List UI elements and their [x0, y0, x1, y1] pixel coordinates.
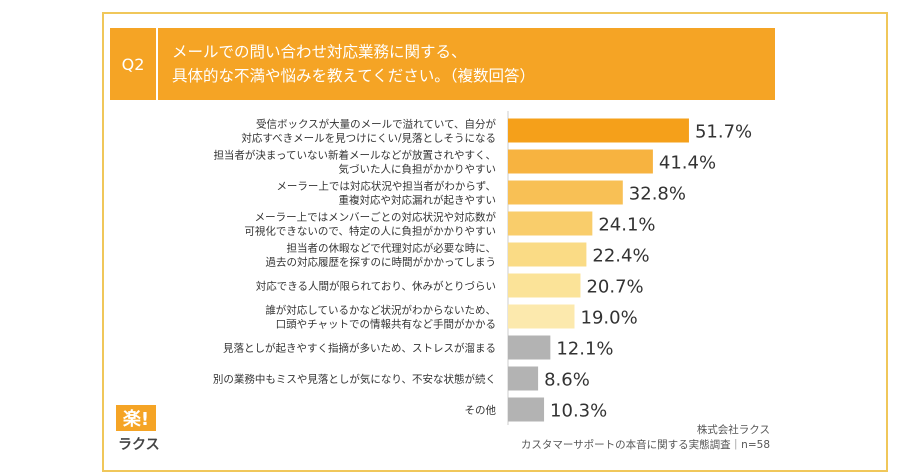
bar-4 [508, 211, 593, 236]
value-label-9: 8.6% [544, 370, 590, 391]
bar-6 [508, 273, 581, 298]
header-divider [156, 28, 158, 100]
question-title-line-1: メールでの問い合わせ対応業務に関する、 [172, 43, 467, 61]
category-label-3-line-1: メーラー上では対応状況や担当者がわからず、 [276, 180, 496, 193]
category-label-10-line-1: その他 [465, 404, 497, 417]
value-label-4: 24.1% [598, 215, 655, 236]
bar-10 [508, 397, 545, 422]
question-header: Q2 メールでの問い合わせ対応業務に関する、 具体的な不満や悩みを教えてください… [110, 28, 775, 100]
bar-1 [508, 118, 689, 143]
question-title-line-2: 具体的な不満や悩みを教えてください。（複数回答） [172, 67, 536, 85]
value-label-8: 12.1% [556, 339, 613, 360]
category-label-9-line-1: 別の業務中もミスや見落としが気になり、不安な状態が続く [213, 373, 496, 386]
category-label-1-line-2: 対応すべきメールを見つけにくい/見落としそうになる [241, 132, 496, 145]
value-label-3: 32.8% [629, 184, 686, 205]
category-label-7-line-2: 口頭やチャットでの情報共有など手間がかかる [276, 318, 496, 331]
category-label-4-line-1: メーラー上ではメンバーごとの対応状況や対応数が [255, 211, 497, 224]
value-label-6: 20.7% [586, 277, 643, 298]
source-note: 株式会社ラクス カスタマーサポートの本音に関する実態調査｜n=58 [521, 423, 770, 453]
question-label: Q2 [121, 54, 145, 74]
category-label-2-line-1: 担当者が決まっていない新着メールなどが放置されやすく、 [213, 149, 496, 162]
logo-name: ラクス [118, 437, 160, 453]
category-label-1-line-1: 受信ボックスが大量のメールで溢れていて、自分が [256, 118, 497, 131]
category-label-2-line-2: 気づいた人に負担がかかりやすい [339, 163, 497, 176]
value-label-7: 19.0% [581, 308, 638, 329]
chart-frame [102, 12, 888, 472]
value-label-1: 51.7% [695, 122, 752, 143]
bar-3 [508, 180, 623, 205]
value-label-2: 41.4% [659, 153, 716, 174]
rakus-logo: 楽! ラクス [116, 405, 166, 455]
bar-5 [508, 242, 587, 267]
value-label-5: 22.4% [592, 246, 649, 267]
category-label-5-line-2: 過去の対応履歴を探すのに時間がかかってしまう [266, 256, 496, 269]
category-label-6-line-1: 対応できる人間が限られており、休みがとりづらい [256, 280, 496, 293]
bar-7 [508, 304, 575, 329]
logo-mark: 楽! [116, 405, 156, 431]
category-label-7-line-1: 誰が対応しているかなど状況がわからないため、 [265, 304, 496, 317]
question-title: メールでの問い合わせ対応業務に関する、 具体的な不満や悩みを教えてください。（複… [172, 40, 535, 88]
value-label-10: 10.3% [550, 401, 607, 422]
category-label-5-line-1: 担当者の休暇などで代理対応が必要な時に、 [287, 242, 496, 255]
category-label-4-line-2: 可視化できないので、特定の人に負担がかかりやすい [244, 225, 496, 238]
source-company: 株式会社ラクス [696, 424, 770, 436]
category-label-3-line-2: 重複対応や対応漏れが起きやすい [339, 194, 497, 207]
bar-2 [508, 149, 653, 174]
source-survey: カスタマーサポートの本音に関する実態調査｜n=58 [520, 439, 770, 451]
bar-8 [508, 335, 551, 360]
bar-9 [508, 366, 539, 391]
category-label-8-line-1: 見落としが起きやすく指摘が多いため、ストレスが溜まる [223, 342, 496, 355]
